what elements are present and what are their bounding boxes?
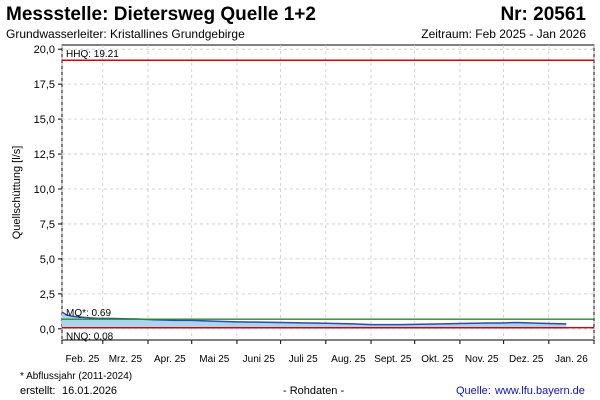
- x-tick-label: Jan. 26: [555, 354, 588, 365]
- mq-label: MQ*: 0.69: [66, 308, 111, 319]
- x-tick-label: Okt. 25: [421, 354, 454, 365]
- y-tick-label: 5,0: [40, 254, 55, 266]
- x-tick-label: Juli 25: [289, 354, 318, 365]
- x-tick-label: Juni 25: [243, 354, 276, 365]
- y-tick-label: 12,5: [34, 149, 55, 161]
- x-tick-label: Dez. 25: [509, 354, 544, 365]
- source-label: Quelle:: [456, 385, 491, 397]
- y-tick-label: 20,0: [34, 44, 55, 56]
- y-tick-label: 15,0: [34, 114, 55, 126]
- source-link[interactable]: www.lfu.bayern.de: [495, 385, 585, 397]
- hhq-label: HHQ: 19.21: [66, 49, 119, 60]
- raw-data-note: - Rohdaten -: [283, 385, 345, 397]
- y-tick-label: 0,0: [40, 324, 55, 336]
- x-tick-label: Feb. 25: [65, 354, 99, 365]
- y-tick-label: 7,5: [40, 219, 55, 231]
- x-tick-label: Sept. 25: [374, 354, 412, 365]
- created-date: 16.01.2026: [62, 385, 118, 397]
- station-number: Nr: 20561: [500, 4, 586, 25]
- x-tick-label: Mai 25: [199, 354, 229, 365]
- plot-area: [61, 44, 595, 341]
- page-title: Messstelle: Dietersweg Quelle 1+2: [6, 4, 316, 25]
- aquifer-subtitle: Grundwasserleiter: Kristallines Grundgeb…: [6, 27, 245, 41]
- discharge-line: [61, 311, 567, 326]
- created-label: erstellt:: [20, 385, 56, 397]
- x-tick-label: Nov. 25: [465, 354, 499, 365]
- y-tick-label: 10,0: [34, 184, 55, 196]
- y-tick-label: 2,5: [40, 289, 55, 301]
- y-tick-label: 17,5: [34, 79, 55, 91]
- x-tick-label: Mrz. 25: [109, 354, 143, 365]
- time-period: Zeitraum: Feb 2025 - Jan 2026: [421, 27, 586, 41]
- x-tick-label: Aug. 25: [331, 354, 366, 365]
- footnote-runoff-year: * Abflussjahr (2011-2024): [20, 371, 133, 382]
- y-axis-label: Quellschüttung [l/s]: [11, 146, 23, 240]
- nnq-label: NNQ: 0.08: [66, 332, 114, 343]
- x-tick-label: Apr. 25: [154, 354, 186, 365]
